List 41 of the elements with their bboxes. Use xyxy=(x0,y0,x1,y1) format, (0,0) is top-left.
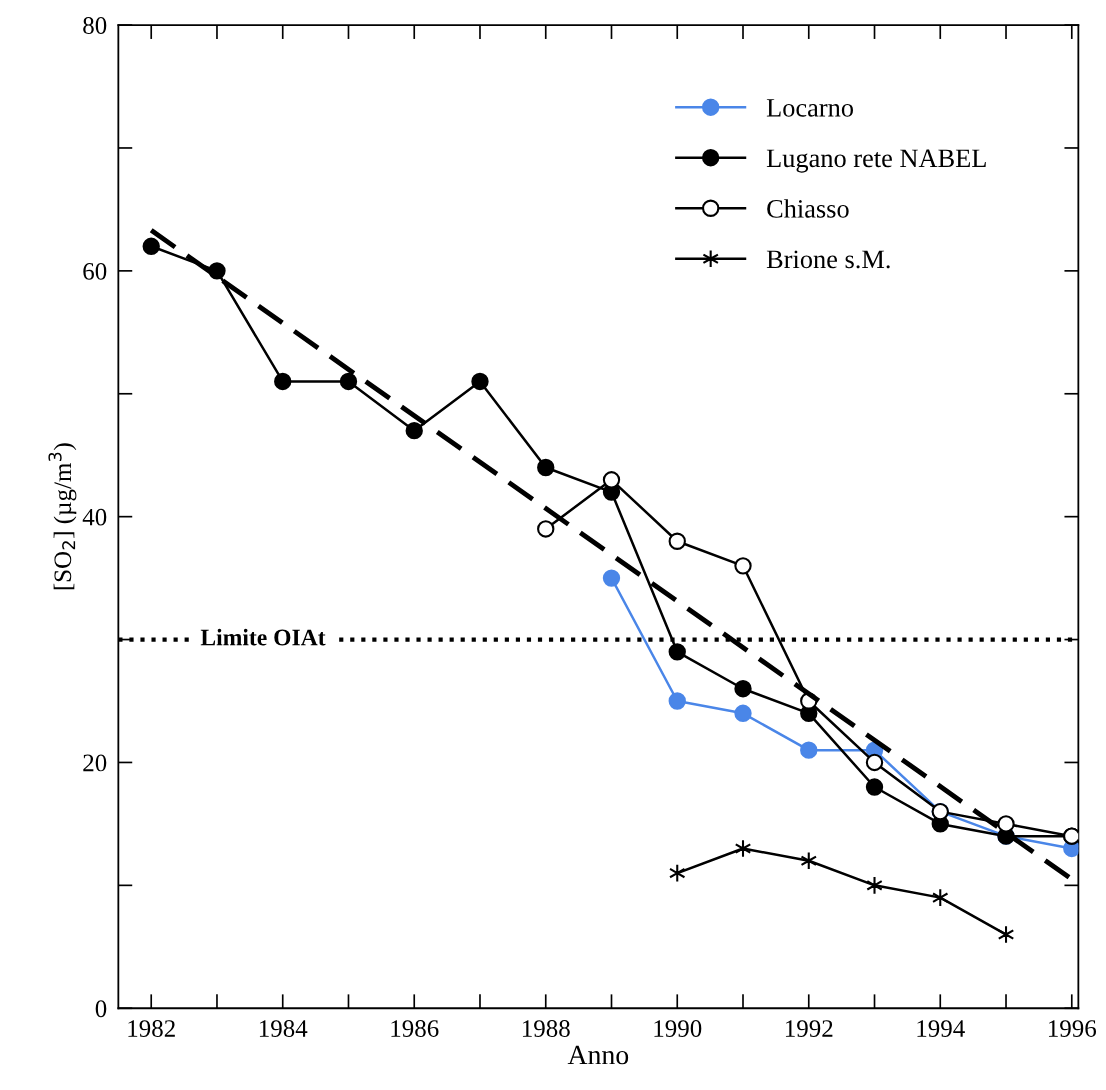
y-axis-title: [SO$_{2}$] (µg/m$^{3}$) xyxy=(48,443,77,590)
point xyxy=(734,680,752,698)
legend-label: Lugano rete NABEL xyxy=(766,149,986,173)
x-tick-label: 1986 xyxy=(391,1020,439,1037)
point xyxy=(800,741,818,759)
point xyxy=(668,692,686,710)
legend-label: Chiasso xyxy=(767,199,849,218)
x-tick-label: 1996 xyxy=(1048,1020,1097,1037)
point xyxy=(602,471,621,489)
x-tick-label: 1990 xyxy=(654,1020,702,1037)
point xyxy=(865,753,884,772)
point xyxy=(339,372,358,391)
legend-label: Locarno xyxy=(766,99,854,117)
x-tick-label: 1982 xyxy=(128,1020,175,1037)
ref-line-label: Limite OIAt xyxy=(200,628,326,646)
x-tick-label: 1984 xyxy=(259,1020,308,1037)
y-tick-label: 20 xyxy=(83,754,107,772)
y-tick-label: 60 xyxy=(83,262,107,280)
point xyxy=(668,643,686,661)
point xyxy=(405,421,423,440)
point xyxy=(866,875,883,895)
point xyxy=(865,778,884,796)
point xyxy=(734,704,752,722)
x-tick-label: 1994 xyxy=(917,1020,965,1037)
point xyxy=(602,569,621,587)
y-tick-label: 0 xyxy=(95,1000,107,1018)
x-tick-label: 1992 xyxy=(785,1020,833,1037)
point xyxy=(668,532,686,550)
point xyxy=(734,557,752,575)
x-tick-label: 1988 xyxy=(522,1020,570,1037)
y-tick-label: 80 xyxy=(83,17,107,34)
point xyxy=(142,237,160,255)
legend-label: Brione s.M. xyxy=(766,250,890,269)
point xyxy=(997,815,1015,833)
y-tick-label: 40 xyxy=(82,508,107,526)
x-axis-title: Anno xyxy=(567,1045,629,1065)
point xyxy=(537,520,555,538)
point xyxy=(471,372,489,391)
point xyxy=(208,262,226,280)
point xyxy=(537,458,555,477)
point xyxy=(274,372,292,391)
